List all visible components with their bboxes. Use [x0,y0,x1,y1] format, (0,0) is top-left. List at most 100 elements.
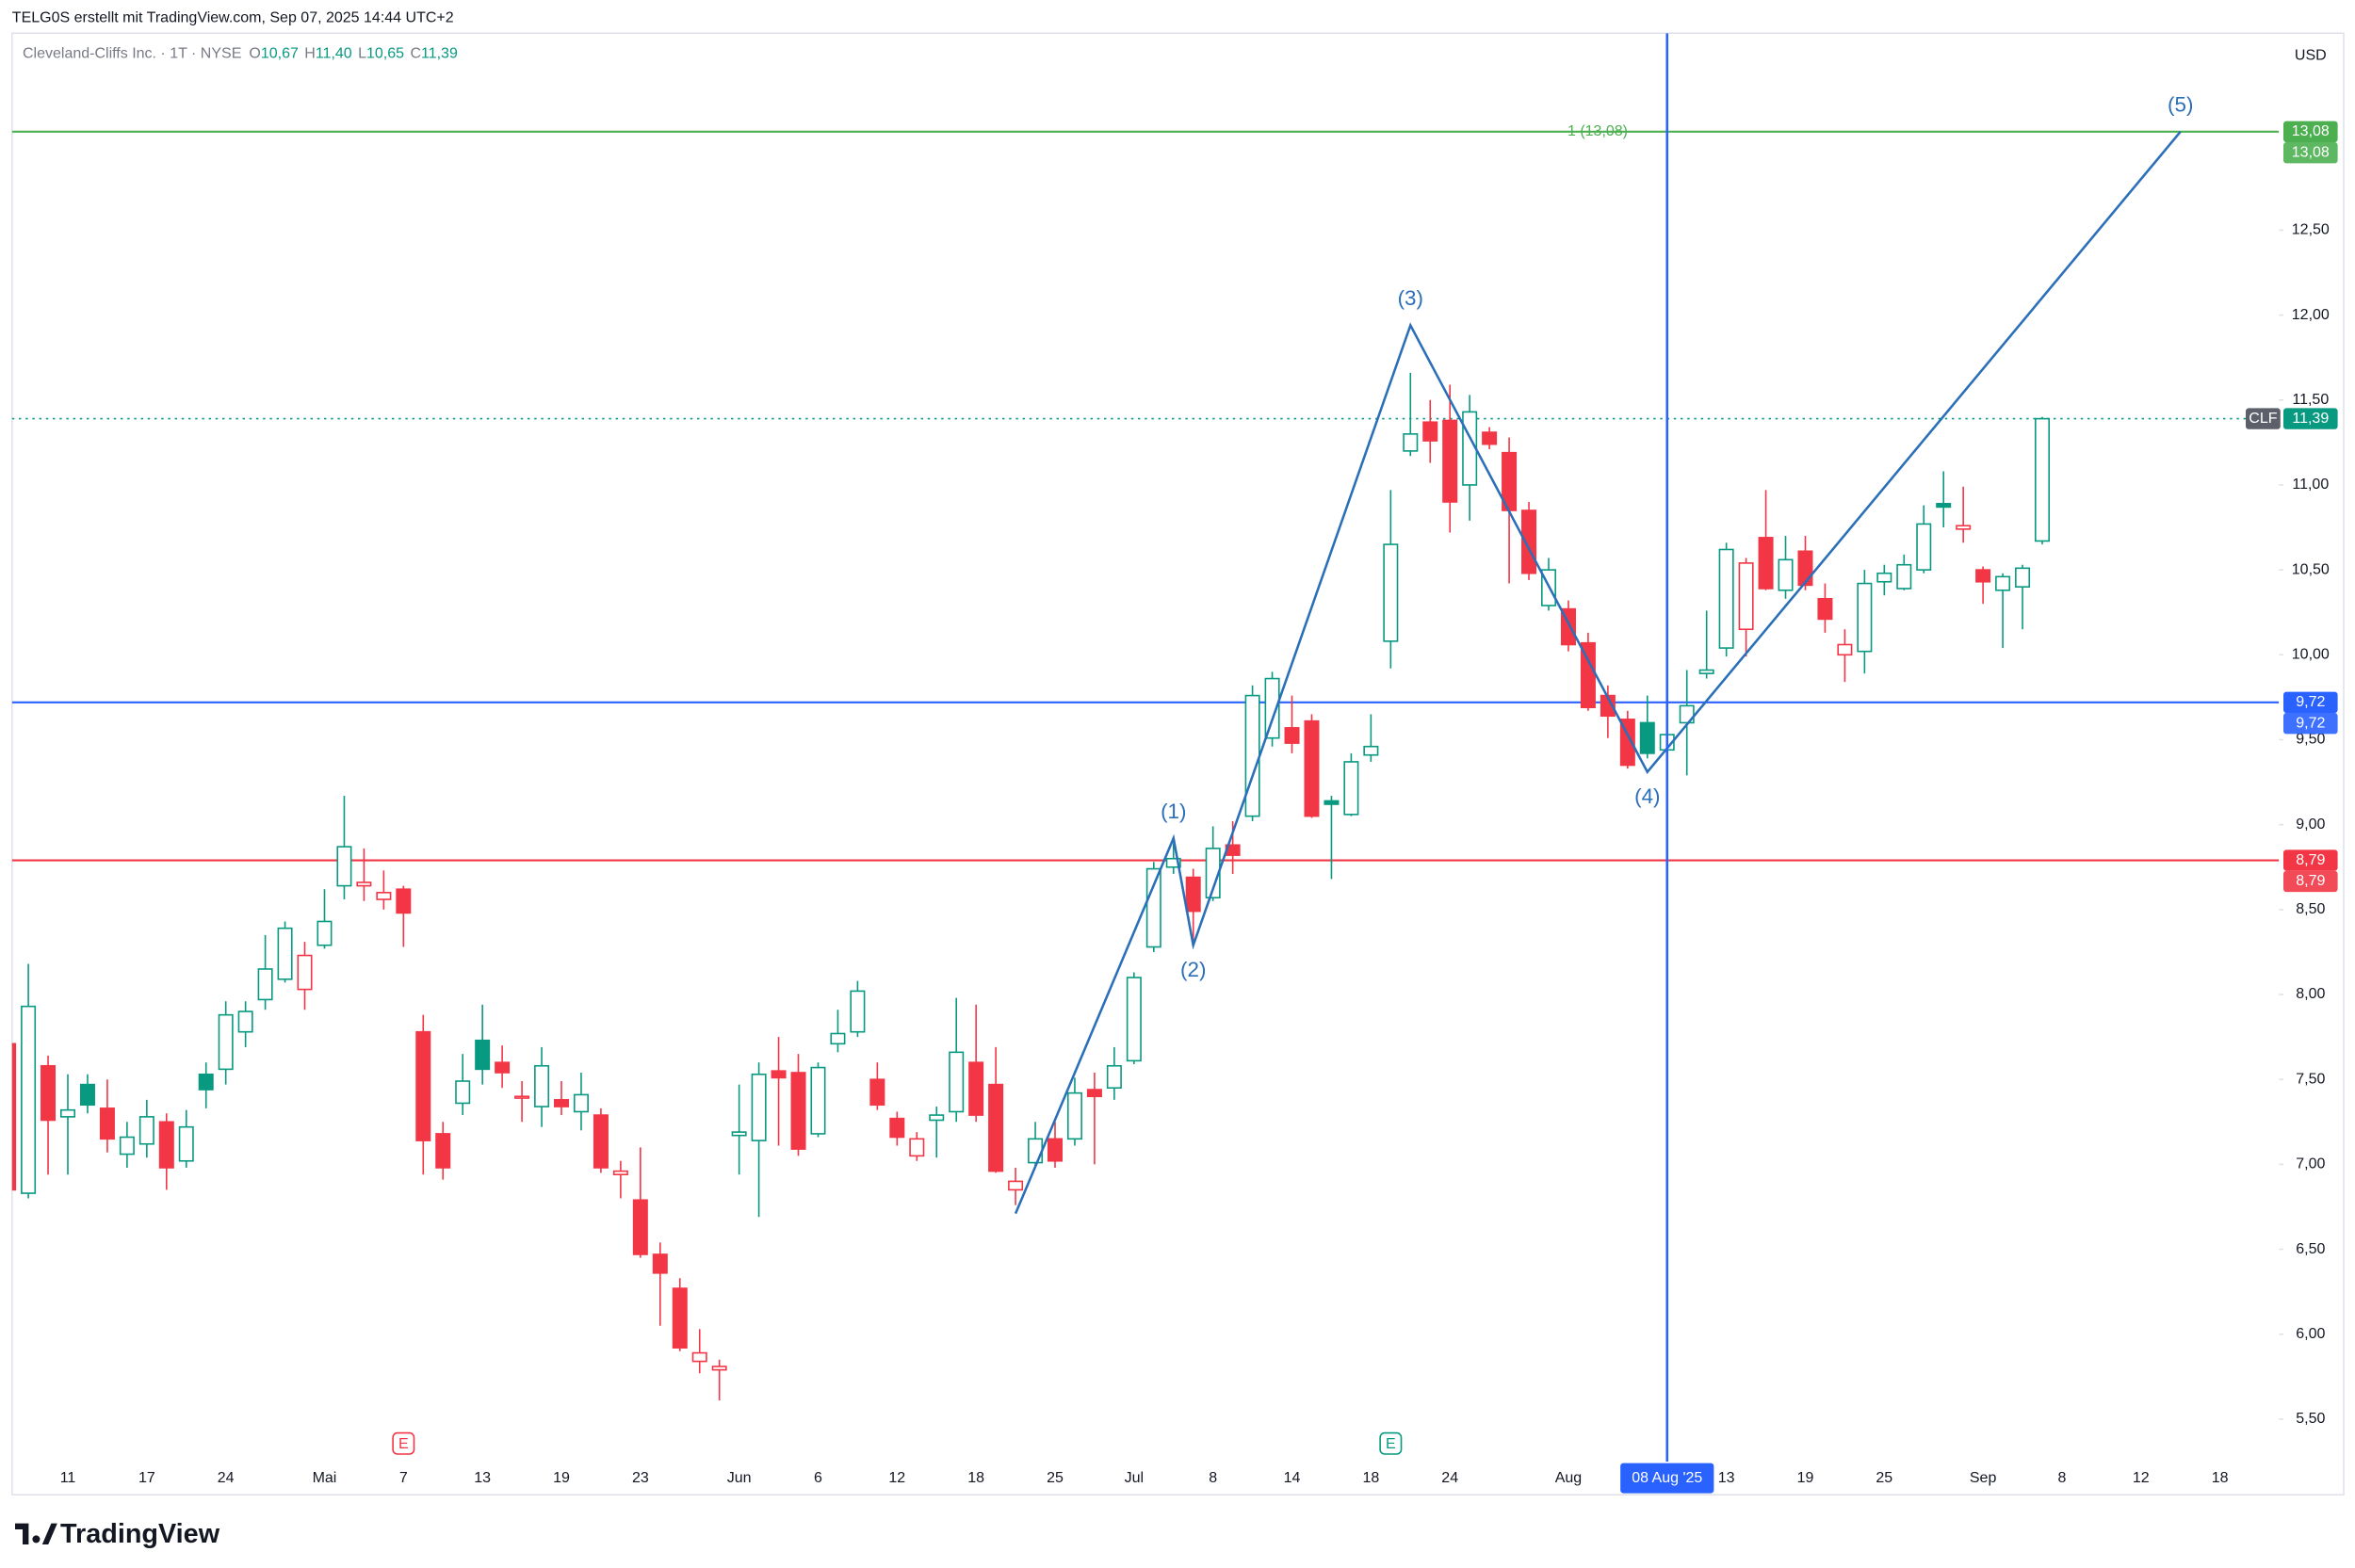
last-price-box [2283,408,2338,429]
candle-body [968,1061,984,1116]
candle-body [632,1199,648,1255]
candle-body [691,1351,707,1363]
y-tick-label: 12,00 [2292,307,2330,323]
candle-body [554,1099,569,1107]
level-label: 9,72 [2296,715,2325,731]
candle-body [415,1030,431,1141]
candle-body [1066,1091,1082,1140]
candle-body [277,927,293,980]
y-tick-label: 8,00 [2296,986,2325,1002]
crosshair-label: 08 Aug '25 [1632,1470,1702,1486]
wave-label: (3) [1398,286,1423,310]
candle-body [751,1073,767,1141]
legend-value: 10,67 [261,46,299,62]
candle-body [2035,417,2050,542]
x-tick-label: 18 [2212,1470,2229,1486]
earnings-marker [392,1431,415,1455]
candle-body [1165,857,1181,868]
candle-body [1304,719,1320,817]
y-tick-label: 9,50 [2296,732,2325,748]
x-tick-label: 14 [1284,1470,1301,1486]
legend-key: H [304,46,316,62]
candle-body [1698,669,1714,674]
candle-body [1403,433,1419,452]
currency: USD [2295,47,2327,63]
candle-body [336,846,352,887]
candle-body [1639,721,1655,754]
level-label: 13,08 [2292,123,2330,139]
x-tick-label: 13 [1718,1470,1735,1486]
level-label: 9,72 [2296,694,2325,710]
level-label: 8,79 [2296,852,2325,868]
x-tick-label: Aug [1555,1470,1582,1486]
plot-area: (1) (2) (3) (4) (5) E E [11,33,2280,1462]
y-tick-label: 6,50 [2296,1241,2325,1257]
candle-body [1086,1089,1102,1098]
candle-body [790,1072,806,1150]
candle-body [1758,537,1774,590]
candle-body [1797,550,1813,587]
candle-body [988,1083,1004,1172]
candle-body [317,920,333,946]
candle-body [810,1066,826,1135]
x-tick-label: Jul [1125,1470,1144,1486]
candle-body [1936,502,1952,509]
candle-body [929,1114,945,1122]
y-tick-label: 7,50 [2296,1071,2325,1087]
level-note: 1 (13,08) [1567,123,1628,139]
candle-body [1284,727,1300,744]
x-tick-label: 8 [2058,1470,2067,1486]
candle-body [514,1095,530,1099]
level-label: 8,79 [2296,873,2325,889]
candle-body [711,1366,727,1371]
candle-body [1008,1180,1024,1191]
candle-body [396,888,412,914]
candle-body [1975,569,1991,583]
candle-body [475,1039,491,1071]
y-tick-label: 10,00 [2292,647,2330,663]
candle-body [79,1083,95,1107]
y-tick-label: 8,50 [2296,901,2325,917]
candle-body [1422,421,1438,442]
candle-body [593,1114,609,1169]
level-label: 13,08 [2292,144,2330,160]
crosshair-label-box [1620,1463,1714,1494]
x-tick-label: 11 [60,1470,76,1486]
candle-body [869,1078,885,1107]
candle-body [1956,525,1972,530]
wave-label: (5) [2168,93,2193,117]
last-price-label: 11,39 [2292,411,2329,427]
x-tick-label: 25 [1047,1470,1064,1486]
legend-symbol: Cleveland-Cliffs Inc. · 1T · NYSE [23,46,241,62]
candle-body [1324,800,1340,805]
candle-body [771,1070,787,1079]
x-tick-label: 18 [967,1470,984,1486]
candle-body [1738,562,1754,631]
candle-body [1264,677,1280,739]
x-tick-label: 12 [888,1470,905,1486]
x-tick-label: 23 [632,1470,649,1486]
candle-body [178,1125,194,1162]
candle-body [1106,1064,1122,1090]
candle-body [435,1133,451,1169]
candle-body [158,1121,174,1169]
candle-body [1876,572,1892,583]
candle-body [297,954,313,991]
y-tick-label: 12,50 [2292,222,2330,238]
y-tick-label: 9,00 [2296,816,2325,832]
candle-body [1126,977,1142,1062]
candle-body [889,1117,905,1139]
y-tick-label: 5,50 [2296,1411,2325,1427]
candle-body [612,1170,628,1175]
candle-body [99,1107,115,1140]
candle-body [1718,548,1734,649]
x-tick-label: 13 [474,1470,491,1486]
candle-body [257,968,273,1001]
x-tick-label: Sep [1970,1470,1997,1486]
level-label-box [2283,691,2338,714]
level-label-box [2283,121,2338,143]
candle-body [731,1131,747,1137]
candle-body [119,1136,135,1156]
wave-line [1014,130,2182,1215]
